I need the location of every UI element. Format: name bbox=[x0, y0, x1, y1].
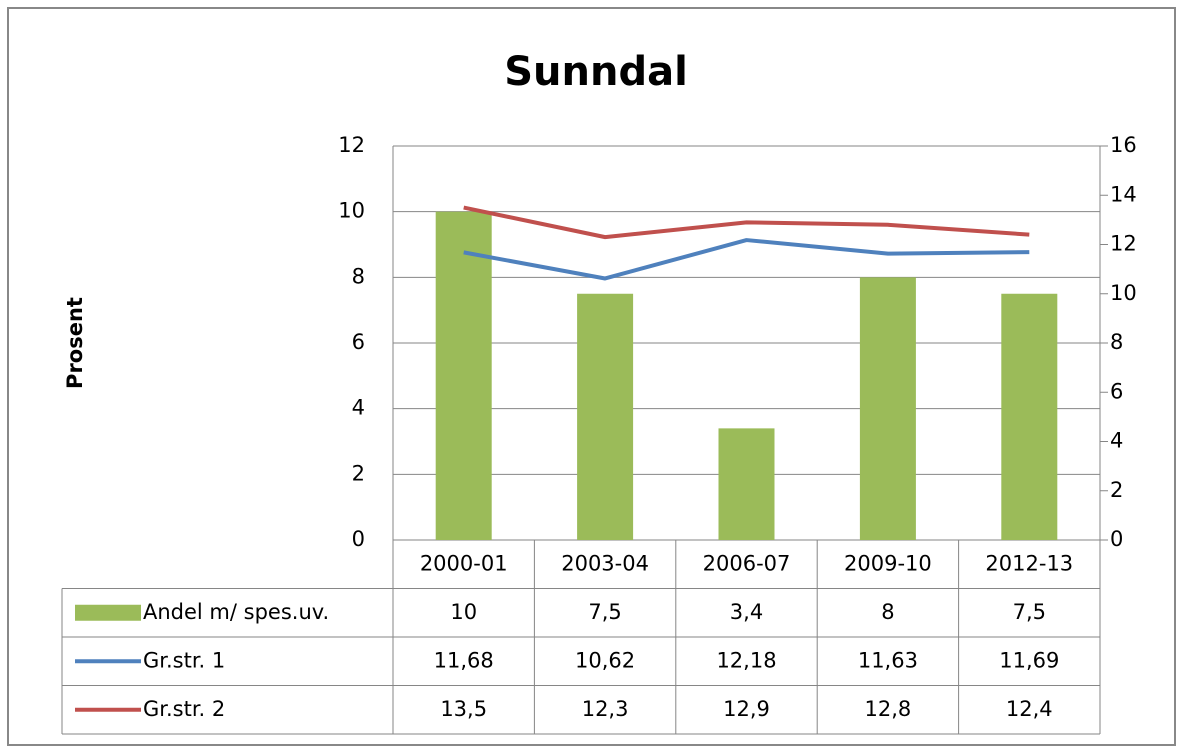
x-tick-label: 2006-07 bbox=[703, 551, 791, 575]
bar bbox=[577, 293, 634, 540]
y2-tick-label: 10 bbox=[1110, 281, 1137, 305]
table-cell: 11,68 bbox=[434, 648, 494, 672]
y2-tick-label: 14 bbox=[1110, 182, 1137, 206]
y-tick-label: 8 bbox=[352, 264, 365, 288]
y-tick-label: 10 bbox=[338, 199, 365, 223]
line-series bbox=[463, 238, 1030, 281]
legend-swatch bbox=[75, 604, 141, 621]
x-tick-label: 2009-10 bbox=[844, 551, 932, 575]
bar bbox=[718, 428, 775, 540]
y2-tick-label: 12 bbox=[1110, 232, 1137, 256]
table-cell: 12,3 bbox=[582, 697, 629, 721]
y2-tick-label: 6 bbox=[1110, 379, 1123, 403]
y-axis-label: Prosent bbox=[63, 297, 87, 389]
y-tick-label: 6 bbox=[352, 330, 365, 354]
y2-tick-label: 8 bbox=[1110, 330, 1123, 354]
y-tick-label: 4 bbox=[352, 396, 365, 420]
table-cell: 12,8 bbox=[865, 697, 912, 721]
x-tick-label: 2003-04 bbox=[561, 551, 649, 575]
line-series bbox=[463, 205, 1030, 240]
bar bbox=[1001, 293, 1058, 540]
table-cell: 10 bbox=[450, 600, 477, 624]
table-cell: 3,4 bbox=[730, 600, 763, 624]
y2-tick-label: 16 bbox=[1110, 133, 1137, 157]
legend-label: Gr.str. 1 bbox=[143, 648, 225, 672]
table-cell: 12,4 bbox=[1006, 697, 1053, 721]
bar bbox=[859, 277, 916, 540]
table-cell: 8 bbox=[881, 600, 894, 624]
table-cell: 11,63 bbox=[858, 648, 918, 672]
table-cell: 12,18 bbox=[716, 648, 776, 672]
chart-title: Sunndal bbox=[504, 49, 688, 95]
y2-tick-label: 2 bbox=[1110, 478, 1123, 502]
y-tick-label: 2 bbox=[352, 461, 365, 485]
bar bbox=[435, 211, 492, 540]
table-cell: 12,9 bbox=[723, 697, 770, 721]
table-cell: 7,5 bbox=[588, 600, 621, 624]
y2-tick-label: 4 bbox=[1110, 429, 1123, 453]
y-tick-label: 0 bbox=[352, 527, 365, 551]
y2-tick-label: 0 bbox=[1110, 527, 1123, 551]
table-cell: 7,5 bbox=[1013, 600, 1046, 624]
y-tick-label: 12 bbox=[338, 133, 365, 157]
legend-label: Gr.str. 2 bbox=[143, 697, 225, 721]
x-tick-label: 2012-13 bbox=[985, 551, 1073, 575]
table-cell: 10,62 bbox=[575, 648, 635, 672]
x-tick-label: 2000-01 bbox=[420, 551, 508, 575]
table-cell: 13,5 bbox=[440, 697, 487, 721]
table-cell: 11,69 bbox=[999, 648, 1059, 672]
legend-label: Andel m/ spes.uv. bbox=[143, 600, 329, 624]
